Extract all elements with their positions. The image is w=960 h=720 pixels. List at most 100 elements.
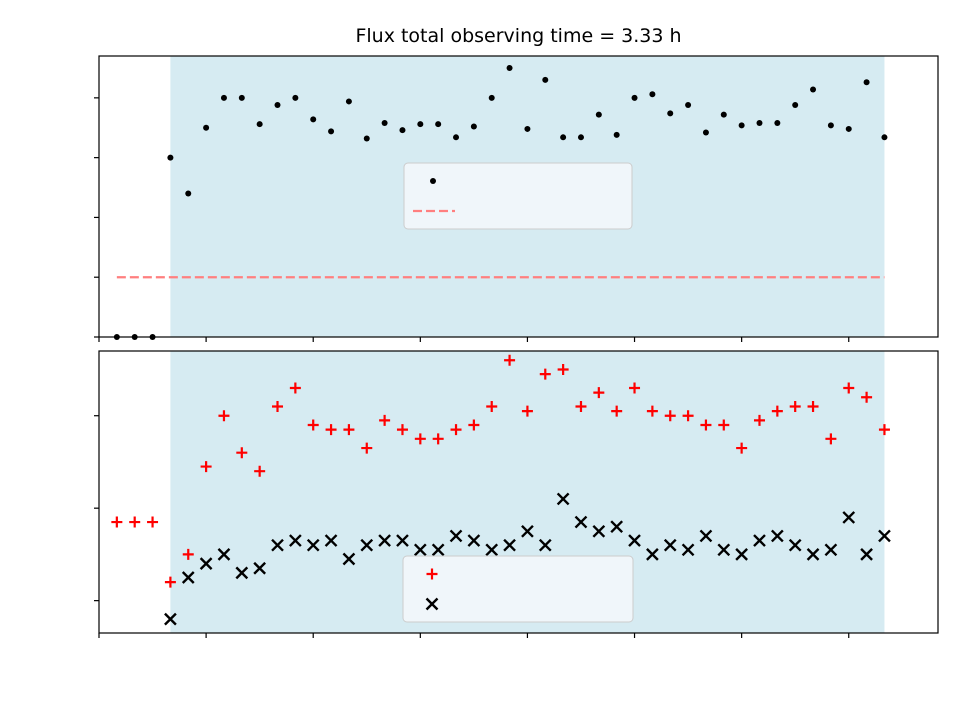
matched-stars-point xyxy=(718,419,730,431)
measurements-point xyxy=(863,79,870,86)
matched-stars-point xyxy=(629,382,641,394)
legend xyxy=(403,162,633,230)
predicted-stars-point xyxy=(431,543,445,557)
matched-stars-point xyxy=(111,516,123,528)
matched-stars-point xyxy=(646,405,658,417)
predicted-stars-point xyxy=(574,515,588,529)
matched-stars-point xyxy=(539,368,551,380)
measurements-point xyxy=(792,102,799,109)
predicted-stars-point xyxy=(646,548,659,561)
matched-stars-point xyxy=(682,410,694,422)
predicted-stars-point xyxy=(164,612,177,626)
measurements-point xyxy=(238,94,245,101)
measurements-point xyxy=(827,122,834,129)
predicted-stars-point xyxy=(681,543,695,557)
matched-stars-point xyxy=(164,576,176,588)
measurements-point xyxy=(506,64,513,71)
measurements-point xyxy=(274,102,281,109)
predicted-stars-point xyxy=(717,543,731,557)
matched-stars-point xyxy=(521,405,533,417)
measurements-point xyxy=(399,127,406,134)
measurements-point xyxy=(220,94,227,101)
matched-stars-point xyxy=(861,391,873,403)
axes-frame xyxy=(98,350,939,634)
matched-stars-point xyxy=(218,410,230,422)
matched-stars-point xyxy=(200,461,212,473)
predicted-stars-point xyxy=(199,557,213,571)
measurements-point xyxy=(774,119,781,126)
predicted-stars-point xyxy=(824,543,838,557)
predicted-stars-point xyxy=(289,534,302,547)
measurements-point xyxy=(577,134,584,141)
predicted-stars-point xyxy=(878,529,891,543)
predicted-stars-point xyxy=(360,538,374,552)
predicted-stars-point xyxy=(378,534,391,547)
measurements-point xyxy=(328,128,335,135)
measurements-point xyxy=(542,76,549,83)
matched-stars-point xyxy=(343,424,355,436)
predicted-stars-point xyxy=(253,561,267,575)
predicted-stars-point xyxy=(842,511,856,524)
matched-stars-point xyxy=(736,442,748,454)
measurements-point xyxy=(613,131,620,138)
matched-stars-point xyxy=(432,433,444,445)
predicted-stars-point xyxy=(306,538,320,552)
legend-box xyxy=(403,162,633,230)
measurements-point xyxy=(292,94,299,101)
measurements-point xyxy=(667,110,674,117)
predicted-stars-point xyxy=(753,534,766,547)
matched-stars-point xyxy=(825,433,837,445)
matched-stars-point xyxy=(361,442,373,454)
legend-matched-swatch xyxy=(426,568,438,580)
matched-stars-point xyxy=(289,382,301,394)
predicted-stars-point xyxy=(735,548,748,561)
predicted-stars-point xyxy=(806,548,820,561)
legend-predicted-swatch xyxy=(425,597,439,611)
measurements-point xyxy=(363,135,370,142)
measurements-point xyxy=(702,129,709,136)
matched-stars-point xyxy=(147,516,159,528)
measurements-point xyxy=(203,124,210,131)
predicted-stars-point xyxy=(860,548,873,561)
measurements-point xyxy=(381,119,388,126)
matched-stars-point xyxy=(272,400,284,412)
measurements-point xyxy=(738,122,745,129)
measurements-point xyxy=(167,154,174,161)
matched-stars-point xyxy=(611,405,623,417)
matched-stars-point xyxy=(325,424,337,436)
matched-stars-point xyxy=(504,354,516,366)
predicted-stars-point xyxy=(235,566,249,580)
legend xyxy=(402,555,634,623)
predicted-stars-point xyxy=(556,492,570,506)
predicted-stars-point xyxy=(396,534,409,547)
matched-stars-point xyxy=(700,419,712,431)
matched-stars-point xyxy=(807,400,819,412)
matched-stars-point xyxy=(753,414,765,426)
predicted-stars-point xyxy=(503,538,516,552)
matched-stars-point xyxy=(664,410,676,422)
matched-stars-point xyxy=(129,516,141,528)
measurements-point xyxy=(453,134,460,141)
matched-stars-point xyxy=(254,465,266,477)
predicted-stars-point xyxy=(485,543,499,557)
measurements-point xyxy=(488,94,495,101)
measurements-point xyxy=(417,121,424,128)
predicted-stars-point xyxy=(449,529,463,543)
matched-stars-point xyxy=(379,414,391,426)
predicted-stars-point xyxy=(181,571,195,584)
matched-stars-point xyxy=(843,382,855,394)
predicted-stars-point xyxy=(521,524,534,538)
measurements-point xyxy=(345,98,352,105)
measurements-point xyxy=(310,116,317,123)
axes-frame xyxy=(98,55,939,338)
matched-stars-point xyxy=(396,424,408,436)
predicted-stars-point xyxy=(538,538,552,552)
matched-stars-point xyxy=(557,363,569,375)
measurements-point xyxy=(560,134,567,141)
matched-stars-point xyxy=(307,419,319,431)
matched-stars-point xyxy=(468,419,480,431)
measurements-point xyxy=(685,102,692,109)
predicted-stars-point xyxy=(271,538,284,552)
matched-stars-point xyxy=(878,424,890,436)
measurements-point xyxy=(881,134,888,141)
